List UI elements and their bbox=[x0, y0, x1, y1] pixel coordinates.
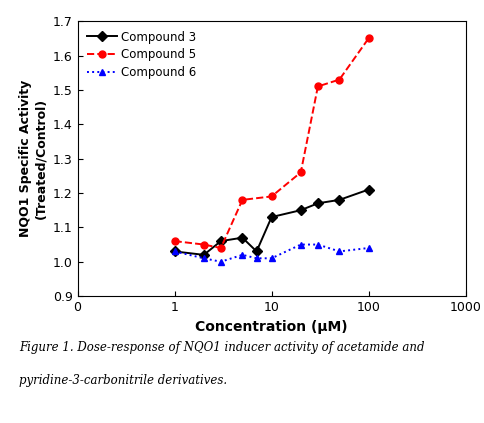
Compound 3 bbox=[200, 252, 206, 257]
Compound 3 bbox=[268, 214, 274, 220]
Compound 3 bbox=[171, 249, 177, 254]
Line: Compound 3: Compound 3 bbox=[171, 186, 371, 258]
Compound 3 bbox=[297, 208, 303, 213]
Compound 5 bbox=[217, 245, 223, 250]
Compound 5 bbox=[365, 36, 371, 41]
Compound 6 bbox=[217, 259, 223, 264]
Compound 6 bbox=[171, 249, 177, 254]
Compound 3 bbox=[314, 201, 320, 206]
Compound 3 bbox=[365, 187, 371, 192]
Compound 6 bbox=[200, 256, 206, 261]
Compound 5 bbox=[297, 170, 303, 175]
Y-axis label: NQO1 Specific Activity
(Treated/Control): NQO1 Specific Activity (Treated/Control) bbox=[19, 80, 47, 237]
Compound 6 bbox=[336, 249, 342, 254]
Compound 3 bbox=[217, 239, 223, 244]
Compound 3 bbox=[336, 197, 342, 203]
Compound 6 bbox=[268, 256, 274, 261]
Compound 5 bbox=[336, 77, 342, 82]
Compound 3 bbox=[253, 249, 259, 254]
Text: pyridine-3-carbonitrile derivatives.: pyridine-3-carbonitrile derivatives. bbox=[19, 374, 227, 387]
Compound 5 bbox=[268, 194, 274, 199]
Compound 6 bbox=[253, 256, 259, 261]
X-axis label: Concentration (μM): Concentration (μM) bbox=[195, 319, 347, 333]
Compound 5 bbox=[239, 197, 245, 203]
Compound 6 bbox=[365, 245, 371, 250]
Compound 5 bbox=[171, 239, 177, 244]
Text: Figure 1. Dose-response of NQO1 inducer activity of acetamide and: Figure 1. Dose-response of NQO1 inducer … bbox=[19, 341, 424, 354]
Legend: Compound 3, Compound 5, Compound 6: Compound 3, Compound 5, Compound 6 bbox=[83, 27, 200, 82]
Compound 6 bbox=[314, 242, 320, 247]
Compound 6 bbox=[297, 242, 303, 247]
Compound 3 bbox=[239, 235, 245, 240]
Compound 5 bbox=[314, 84, 320, 89]
Line: Compound 5: Compound 5 bbox=[171, 35, 371, 251]
Line: Compound 6: Compound 6 bbox=[171, 241, 371, 265]
Compound 6 bbox=[239, 252, 245, 257]
Compound 5 bbox=[200, 242, 206, 247]
